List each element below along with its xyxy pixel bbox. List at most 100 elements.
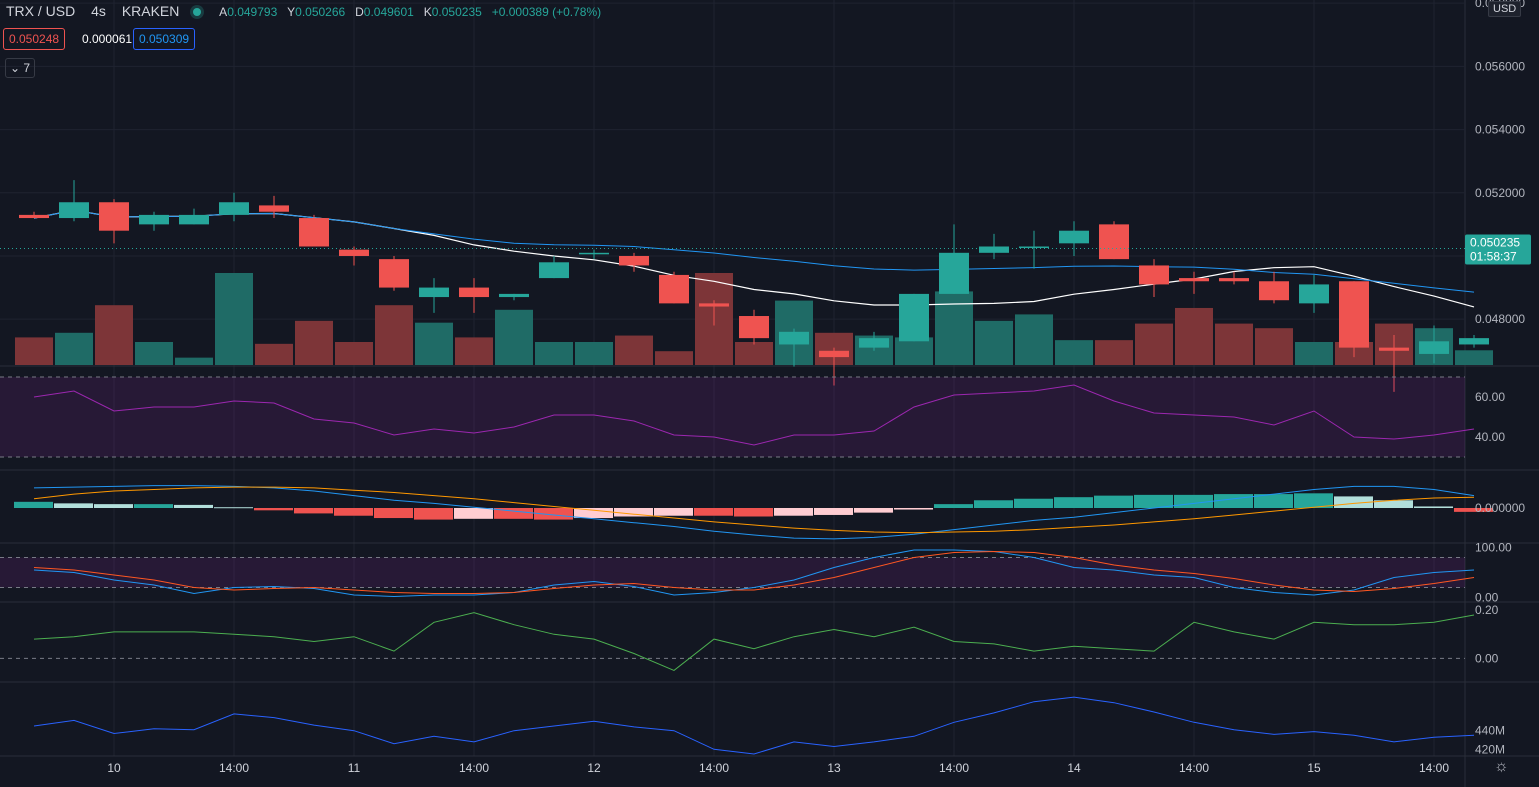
- macd-histogram-bar: [1334, 496, 1373, 508]
- candle-body: [459, 287, 489, 298]
- macd-histogram-bar: [814, 508, 853, 515]
- volume-bar: [1215, 323, 1253, 365]
- candle-body: [219, 202, 249, 215]
- macd-histogram-bar: [1254, 494, 1293, 508]
- macd-histogram-bar: [694, 508, 733, 516]
- sell-price-button[interactable]: 0.050248: [3, 28, 66, 50]
- osc-line: [33, 612, 1475, 671]
- volume-bar: [215, 273, 253, 365]
- volume-bar: [1295, 342, 1333, 365]
- price-tick-label: 0.056000: [1475, 59, 1525, 73]
- candle-body: [579, 252, 609, 255]
- time-tick-label: 15: [1307, 761, 1321, 775]
- price-tick-label: 0.048000: [1475, 312, 1525, 326]
- macd-histogram-bar: [1454, 508, 1493, 512]
- time-tick-label: 13: [827, 761, 841, 775]
- candle-body: [499, 293, 529, 298]
- macd-histogram-bar: [1374, 500, 1413, 508]
- candle-body: [1139, 265, 1169, 285]
- volume-bar: [95, 305, 133, 365]
- spread-value: 0.000061: [82, 32, 133, 46]
- macd-histogram-bar: [654, 508, 693, 516]
- obv-tick-label: 440M: [1475, 724, 1505, 738]
- obv-tick-label: 420M: [1475, 742, 1505, 756]
- volume-bar: [735, 342, 773, 365]
- volume-bar: [55, 332, 93, 365]
- candle-body: [139, 214, 169, 225]
- volume-bar: [375, 305, 413, 365]
- volume-bar: [495, 309, 533, 365]
- symbol-header: TRX / USD 4s KRAKEN A0.049793 Y0.050266 …: [6, 3, 607, 19]
- time-tick-label: 14:00: [939, 761, 969, 775]
- candle-body: [779, 331, 809, 345]
- candle-body: [659, 274, 689, 304]
- ohlc-open-key: A: [219, 5, 228, 19]
- candle-body: [1459, 338, 1489, 345]
- candle-body: [1059, 230, 1089, 244]
- macd-histogram-bar: [254, 508, 293, 511]
- candle-body: [1379, 347, 1409, 351]
- rsi-tick-label: 40.00: [1475, 430, 1505, 444]
- buy-price-button[interactable]: 0.050309: [133, 28, 196, 50]
- indicator-count: 7: [23, 61, 31, 75]
- volume-bar: [335, 342, 373, 365]
- market-status-icon: [193, 8, 202, 17]
- time-tick-label: 11: [348, 761, 361, 775]
- volume-bar: [655, 351, 693, 365]
- candle-body: [1339, 281, 1369, 348]
- macd-histogram-bar: [974, 500, 1013, 508]
- macd-histogram-bar: [94, 504, 133, 508]
- macd-histogram-bar: [374, 508, 413, 519]
- macd-histogram-bar: [934, 504, 973, 508]
- volume-bar: [1095, 340, 1133, 365]
- countdown-timer: 01:58:37: [1470, 250, 1517, 264]
- candle-body: [59, 202, 89, 219]
- rsi-line: [33, 384, 1475, 446]
- macd-histogram-bar: [134, 504, 173, 508]
- symbol-name[interactable]: TRX / USD: [6, 3, 76, 19]
- ohlc-open-value: 0.049793: [227, 5, 278, 19]
- interval-label[interactable]: 4s: [91, 3, 106, 19]
- candle-body: [979, 246, 1009, 253]
- volume-bar: [935, 291, 973, 365]
- macd-histogram-bar: [1054, 497, 1093, 508]
- volume-bar: [975, 320, 1013, 365]
- volume-bar: [1175, 307, 1213, 365]
- volume-bar: [15, 337, 53, 365]
- macd-histogram-bar: [334, 508, 373, 516]
- indicators-collapse-button[interactable]: ⌄ 7: [5, 58, 35, 78]
- osc-tick-label: 0.00: [1475, 651, 1499, 665]
- gear-icon[interactable]: ☼: [1494, 758, 1509, 775]
- macd-histogram-bar: [1414, 506, 1453, 508]
- time-tick-label: 14: [1067, 761, 1081, 775]
- macd-histogram-bar: [614, 508, 653, 517]
- macd-histogram-bar: [214, 507, 253, 509]
- stoch-tick-label: 100.00: [1475, 541, 1512, 555]
- volume-bar: [535, 342, 573, 365]
- macd-histogram-bar: [574, 508, 613, 519]
- candle-body: [179, 214, 209, 225]
- candle-body: [939, 252, 969, 294]
- volume-bar: [1255, 328, 1293, 365]
- currency-label[interactable]: USD: [1488, 1, 1522, 17]
- candle-body: [539, 262, 569, 279]
- candle-body: [1179, 278, 1209, 282]
- candle-body: [1419, 341, 1449, 354]
- macd-histogram-bar: [774, 508, 813, 516]
- candle-body: [899, 293, 929, 342]
- volume-bar: [1135, 323, 1173, 365]
- price-change: +0.000389 (+0.78%): [491, 5, 602, 19]
- candle-body: [1219, 278, 1249, 282]
- macd-histogram-bar: [1094, 495, 1133, 508]
- macd-histogram-bar: [734, 508, 773, 517]
- volume-bar: [255, 343, 293, 365]
- volume-bar: [415, 322, 453, 365]
- candle-body: [819, 350, 849, 358]
- ohlc-low-value: 0.049601: [363, 5, 414, 19]
- macd-tick-label: 0.000000: [1475, 501, 1525, 515]
- macd-histogram-bar: [54, 503, 93, 508]
- macd-signal-line: [33, 486, 1475, 534]
- candle-body: [299, 218, 329, 247]
- ohlc-close-key: K: [423, 5, 432, 19]
